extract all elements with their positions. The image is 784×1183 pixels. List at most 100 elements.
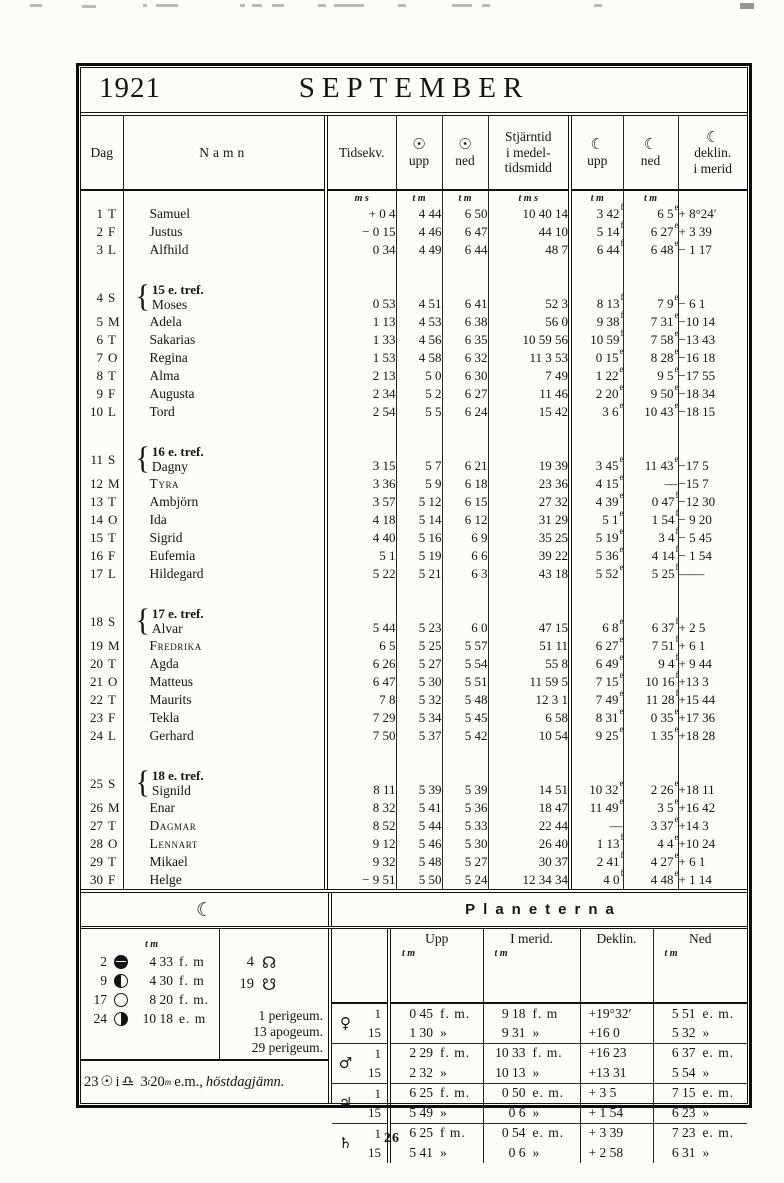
phase-time: 4 33 [149,953,173,969]
sunday-brace: { [135,765,150,800]
cell-sun-upp: 5 9 [396,475,443,493]
day-number: 19 [90,638,103,653]
weekday-letter: O [108,512,118,527]
cell-name: {15 e. tref. Moses [123,281,328,313]
cell-planet-upp: 5 49» [389,1103,484,1123]
cell-stjarntid: 27 32 [488,493,572,511]
cell-tidsekv: 8 52 [326,817,397,835]
sunday-label: 16 e. tref. [151,444,204,459]
moon-phase-entry: 9 4 30 f. m [81,971,219,990]
name-day: Alfhild [149,242,189,257]
cell-day: 28 O [81,835,124,853]
cell-moon-upp: 5 19e [570,526,624,547]
cell-stjarntid: 10 59 56 [488,331,572,349]
calendar-row-day-18: 18 S{17 e. tref. Alvar 5 44 5 23 6 0 47 15 6 8e… [81,605,747,637]
libra-icon: ♎ [121,1074,135,1090]
descending-node-icon: ☋ [262,974,277,994]
cell-day: 11 S [81,444,124,475]
cell-sun-ned: 5 39 [442,768,489,799]
cell-name: {17 e. tref. Alvar [123,605,328,637]
apsides-list: 1 perigeum. 13 apogeum. 29 perigeum. [220,1008,328,1059]
cell-sun-upp: 5 46 [396,835,443,853]
cell-day: 13 T [81,493,124,511]
cell-moon-deklin: + 2 5 [678,620,706,635]
cell-moon-ned: 6 37f [623,606,679,637]
weekday-letter: M [108,476,120,491]
col-header-ned: Ned t m [653,929,747,1004]
cell-sun-upp: 4 58 [396,349,443,367]
day-number: 14 [90,512,103,527]
cell-sun-upp: 5 14 [396,511,443,529]
cell-name: Tekla [123,709,328,727]
cell-stjarntid: 48 7 [488,241,572,259]
name-day: Lennart [149,836,198,851]
cell-sun-upp: 5 19 [396,547,443,565]
cell-day: 30 F [81,871,124,889]
calendar-row-day-24: 24 L Gerhard 7 50 5 37 5 42 10 54 9 25e 1 35e +18… [81,724,747,745]
cell-moon-ned: 6 48e [623,238,679,259]
cell-sun-ned: 6 6 [442,547,489,565]
planet-date: 1 [374,1046,382,1061]
cell-name: Sakarias [123,331,328,349]
cell-stjarntid: 47 15 [488,606,572,637]
day-number: 18 [90,613,103,629]
cell-tidsekv: 1 53 [326,349,397,367]
cell-planet-upp: 6 25 f. m. [389,1082,484,1103]
moon-section-header: ☾ [81,893,332,926]
cell-moon-deklin: −13 43 [678,332,716,347]
planet-row-venus: ♀ 1 15 0 45 f. m. 9 18 f. m +19°32′ 5 51 e. m. [332,1003,747,1043]
unit-label [123,190,328,205]
weekday-letter: S [108,451,116,467]
cell-sun-ned: 5 54 [442,655,489,673]
cell-tidsekv: 3 36 [326,475,397,493]
day-number: 9 [96,386,104,401]
lunar-nodes: 4 ☊ 19 ☋ [220,929,328,995]
jupiter-icon: ♃ [338,1094,353,1112]
cell-day: 27 T [81,817,124,835]
cell-stjarntid: 19 39 [488,444,572,475]
cell-moon-deklin: +14 3 [678,818,709,833]
cell-tidsekv: 7 29 [326,709,397,727]
almanac-frame: 1921 SEPTEMBER Dag Namn Tidsekv. ☉ [76,63,752,1163]
saturn-icon: ♄ [338,1134,353,1153]
cell-planet-deklin: + 2 58 [580,1143,654,1163]
cell-moon-deklin: +15 44 [678,692,716,707]
name-day: Regina [149,350,188,365]
sunday-brace: { [135,441,150,476]
col-header-sun-upp: ☉ upp [396,116,443,191]
phase-ampm: f. m [179,972,205,988]
planet-row-venus: 1 30» 9 31» +16 0 5 32» [332,1023,747,1043]
ascending-node-icon: ☊ [262,952,277,972]
cell-sun-upp: 4 46 [396,223,443,241]
weekday-letter: F [108,710,116,725]
planets-section-header: Planeterna [332,893,747,926]
moon-phase-entry: 17 8 20 f. m. [81,990,219,1009]
cell-moon-deklin: − 5 45 [678,530,712,545]
cell-name: Eufemia [123,547,328,565]
cell-sun-ned: 6 35 [442,331,489,349]
cell-planet-upp: 1 30» [389,1023,484,1043]
name-day: Enar [149,800,175,815]
planet-date: 15 [368,1145,381,1161]
cell-sun-ned: 5 45 [442,709,489,727]
weekday-letter: T [108,692,116,707]
weekday-letter: F [108,386,116,401]
cell-planet-ned: 7 23 e. m. [653,1122,747,1143]
planet-date: 15 [368,1025,381,1041]
name-day: Eufemia [149,548,196,563]
cell-sun-ned: 6 50 [442,205,489,223]
planet-row-mars: 2 32» 10 13» +13 31 5 54» [332,1063,747,1083]
cell-moon-ned: 7 51f [623,634,679,655]
weekday-letter: M [108,800,120,815]
cell-planet-ned: 6 31» [671,1145,711,1160]
cell-moon-deklin: −12 30 [678,494,716,509]
